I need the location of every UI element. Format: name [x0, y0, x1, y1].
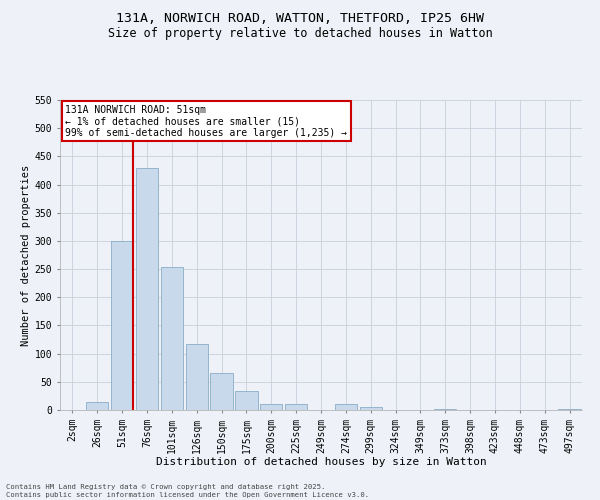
Bar: [285, 404, 307, 410]
Text: Size of property relative to detached houses in Watton: Size of property relative to detached ho…: [107, 28, 493, 40]
Bar: [185, 344, 208, 410]
Text: 131A, NORWICH ROAD, WATTON, THETFORD, IP25 6HW: 131A, NORWICH ROAD, WATTON, THETFORD, IP…: [116, 12, 484, 26]
Text: 131A NORWICH ROAD: 51sqm
← 1% of detached houses are smaller (15)
99% of semi-de: 131A NORWICH ROAD: 51sqm ← 1% of detache…: [65, 104, 347, 138]
Bar: [161, 268, 183, 410]
Bar: [335, 404, 357, 410]
Bar: [136, 168, 158, 410]
Bar: [86, 402, 109, 410]
X-axis label: Distribution of detached houses by size in Watton: Distribution of detached houses by size …: [155, 457, 487, 467]
Bar: [211, 374, 233, 410]
Bar: [434, 409, 457, 410]
Text: Contains HM Land Registry data © Crown copyright and database right 2025.
Contai: Contains HM Land Registry data © Crown c…: [6, 484, 369, 498]
Bar: [359, 407, 382, 410]
Bar: [111, 241, 133, 410]
Y-axis label: Number of detached properties: Number of detached properties: [20, 164, 31, 346]
Bar: [260, 404, 283, 410]
Bar: [559, 409, 581, 410]
Bar: [235, 392, 257, 410]
